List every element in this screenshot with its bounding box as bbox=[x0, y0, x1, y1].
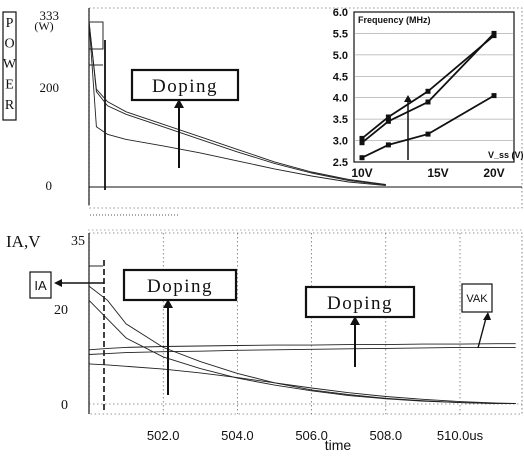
inset-ytick-label: 3.5 bbox=[333, 114, 348, 126]
ia-label: IA bbox=[34, 278, 47, 293]
doping-arrowhead-bottom-2 bbox=[350, 316, 360, 325]
bottom-tick-20: 20 bbox=[54, 303, 68, 318]
inset-xlabel: V_ss (V) bbox=[488, 150, 524, 160]
inset-point bbox=[385, 114, 391, 120]
vak-arrowhead bbox=[483, 312, 491, 320]
power-series-line-2 bbox=[88, 21, 386, 186]
inset-ytick-label: 5.5 bbox=[333, 28, 348, 40]
inset-xtick-20v: 20V bbox=[483, 166, 504, 180]
power-label-letter: R bbox=[5, 98, 15, 113]
inset-ytick-label: 4.0 bbox=[333, 93, 348, 105]
bottom-x-ticks: 502.0 504.0 506.0 508.0 510.0us bbox=[147, 233, 484, 443]
power-label-letter: W bbox=[3, 57, 17, 72]
inset-point bbox=[491, 93, 497, 99]
inset-ytick-label: 3.0 bbox=[333, 136, 348, 148]
inset-point bbox=[425, 88, 431, 94]
power-series-group bbox=[88, 21, 386, 186]
inset-ytick-label: 4.5 bbox=[333, 71, 348, 83]
bottom-xtick-label: 504.0 bbox=[221, 428, 254, 443]
inset-point bbox=[385, 142, 391, 148]
inset-plot-frame bbox=[353, 11, 515, 163]
inset-ytick-label: 5.0 bbox=[333, 50, 348, 62]
bottom-plot-frame bbox=[88, 232, 523, 415]
vak-label-box bbox=[461, 283, 493, 313]
power-label-letter: O bbox=[4, 37, 14, 52]
bottom-xtick-label: 510.0us bbox=[437, 428, 484, 443]
vak-label: VAK bbox=[466, 293, 488, 305]
bottom-tick-0: 0 bbox=[61, 398, 68, 413]
doping-label-top: Doping bbox=[152, 76, 218, 97]
doping-arrowhead-top bbox=[174, 99, 184, 108]
inset-ytick-label: 6.0 bbox=[333, 7, 348, 19]
power-plot-frame bbox=[88, 7, 523, 209]
inset-point bbox=[425, 131, 431, 137]
power-marker-box bbox=[88, 21, 104, 50]
doping-label-bottom-2: Doping bbox=[327, 293, 393, 314]
power-label-letter: E bbox=[5, 78, 14, 93]
doping-label-bottom-1: Doping bbox=[147, 276, 213, 297]
doping-box-top bbox=[130, 68, 240, 102]
panel-separator bbox=[88, 214, 522, 231]
inset-y-ticks: 6.0 5.5 5.0 4.5 4.0 3.5 3.0 2.5 bbox=[333, 7, 348, 169]
power-tick-0: 0 bbox=[46, 178, 53, 193]
bottom-xtick-label: 508.0 bbox=[370, 428, 403, 443]
inset-xtick-10v: 10V bbox=[351, 166, 372, 180]
vak-arrow bbox=[477, 317, 487, 349]
inset-point bbox=[385, 118, 391, 124]
bottom-ylabel: IA,V bbox=[6, 232, 41, 251]
bottom-series-line-4 bbox=[88, 346, 516, 355]
inset-marker-head bbox=[404, 95, 412, 102]
bottom-series-line-5 bbox=[88, 363, 516, 404]
power-tick-333: 333 bbox=[40, 8, 60, 23]
bottom-series-line-2 bbox=[88, 299, 516, 404]
inset-xtick-15v: 15V bbox=[427, 166, 448, 180]
power-unit: (W) bbox=[34, 19, 53, 33]
power-label-box bbox=[2, 11, 17, 121]
ia-label-box bbox=[29, 271, 52, 299]
bottom-xtick-label: 506.0 bbox=[295, 428, 328, 443]
inset-point bbox=[491, 30, 497, 36]
bottom-tick-35: 35 bbox=[71, 234, 85, 249]
power-label-letter: P bbox=[6, 16, 14, 31]
inset-title: Frequency (MHz) bbox=[358, 15, 431, 25]
inset-grid bbox=[354, 33, 514, 141]
power-tick-200: 200 bbox=[40, 80, 60, 95]
inset-point bbox=[359, 135, 365, 141]
doping-arrowhead-bottom-1 bbox=[163, 299, 173, 308]
bottom-panel: IA,V 35 20 0 502.0 504.0 506.0 508.0 510.0us… bbox=[6, 232, 523, 453]
frequency-inset: 6.0 5.5 5.0 4.5 4.0 3.5 3.0 2.5 Frequency (MHz)… bbox=[333, 7, 524, 180]
doping-box-bottom-2 bbox=[304, 285, 416, 319]
ia-arrowhead bbox=[54, 279, 62, 287]
power-series-line-1 bbox=[88, 21, 386, 185]
power-series-line-3 bbox=[88, 21, 386, 186]
inset-point bbox=[359, 155, 365, 161]
bottom-series-line-3 bbox=[88, 343, 516, 351]
bottom-xlabel: time bbox=[325, 437, 352, 453]
bottom-xtick-label: 502.0 bbox=[147, 428, 180, 443]
inset-point bbox=[359, 140, 365, 146]
inset-ytick-label: 2.5 bbox=[333, 157, 348, 169]
doping-box-bottom-1 bbox=[122, 268, 238, 302]
inset-point bbox=[425, 99, 431, 105]
bottom-series-group bbox=[88, 285, 516, 404]
